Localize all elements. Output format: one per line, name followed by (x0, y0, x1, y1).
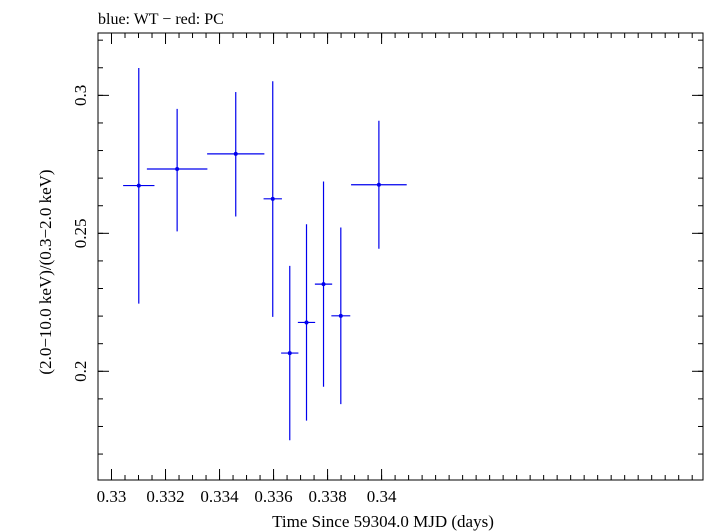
data-point (207, 92, 265, 217)
x-tick-label: 0.336 (254, 487, 292, 506)
data-point (263, 81, 282, 317)
point-marker (233, 151, 238, 156)
data-point (314, 181, 333, 387)
x-tick-label: 0.338 (308, 487, 346, 506)
point-marker (136, 183, 141, 188)
data-point (281, 265, 299, 441)
data-series (123, 68, 407, 441)
y-tick-label: 0.25 (71, 218, 90, 248)
data-point (146, 108, 208, 232)
chart-title: blue: WT − red: PC (98, 11, 224, 28)
data-point (123, 68, 155, 304)
point-marker (175, 167, 180, 172)
x-axis-title: Time Since 59304.0 MJD (days) (272, 512, 494, 531)
data-point (351, 120, 407, 249)
x-tick-label: 0.33 (97, 487, 127, 506)
y-tick-label: 0.2 (71, 361, 90, 382)
point-marker (304, 320, 309, 325)
point-marker (321, 282, 326, 287)
data-point (297, 224, 316, 421)
x-tick-label: 0.34 (367, 487, 397, 506)
y-axis-title: (2.0−10.0 keV)/(0.3−2.0 keV) (36, 169, 55, 374)
y-tick-label: 0.3 (71, 85, 90, 106)
x-tick-label: 0.332 (146, 487, 184, 506)
point-marker (376, 182, 381, 187)
x-tick-label: 0.334 (200, 487, 239, 506)
point-marker (270, 196, 275, 201)
axis-ticks: 0.33 0.332 0.334 0.336 0.338 0.34 0.2 0.25 0.3 (71, 33, 703, 506)
data-point (331, 227, 351, 405)
point-marker (338, 313, 343, 318)
plot-frame (97, 32, 704, 481)
point-marker (287, 351, 292, 356)
